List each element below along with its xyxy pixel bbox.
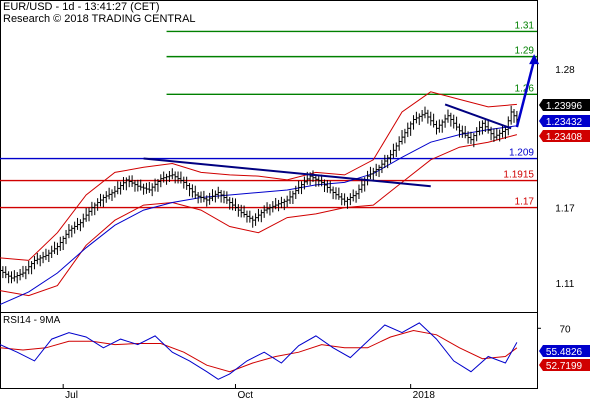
price-tick-label-2: 1.11 xyxy=(556,279,575,290)
rsi-ma-line xyxy=(0,329,518,373)
level-label-2: 1.26 xyxy=(515,83,535,94)
rsi-tag-label-0: 55.4826 xyxy=(546,347,583,358)
price-tag-label-1: 1.23432 xyxy=(546,117,583,128)
forecast-arrow-head xyxy=(529,54,540,65)
level-label-0: 1.31 xyxy=(515,20,535,31)
level-label-5: 1.17 xyxy=(515,197,535,208)
bollinger-upper-band xyxy=(0,91,517,261)
chart-title: EUR/USD - 1d - 13:41:27 (CET) xyxy=(3,1,160,13)
bollinger-lower-band xyxy=(0,134,518,297)
trendline-0 xyxy=(143,157,431,188)
price-tag-label-2: 1.23408 xyxy=(546,132,583,143)
chart-subtitle: Research © 2018 TRADING CENTRAL xyxy=(3,13,196,25)
price-tag-1 xyxy=(539,115,590,127)
rsi-tag-label-1: 52.7199 xyxy=(546,361,583,372)
price-panel-frame xyxy=(0,0,538,313)
level-label-4: 1.1915 xyxy=(503,170,534,181)
level-label-1: 1.29 xyxy=(515,46,535,57)
x-axis-label-2: 2018 xyxy=(413,390,436,400)
rsi-tick-label-0: 70 xyxy=(559,324,571,335)
forecast-arrow-shaft xyxy=(515,59,536,128)
price-tag-label-0: 1.23996 xyxy=(546,101,583,112)
rsi-title: RSI14 - 9MA xyxy=(3,315,61,326)
rsi-tag-1 xyxy=(539,359,590,371)
trendline-1 xyxy=(444,103,512,130)
price-tick-label-1: 1.17 xyxy=(555,204,575,215)
rsi-panel-frame xyxy=(0,312,538,389)
moving-average-line xyxy=(0,125,517,305)
level-label-3: 1.209 xyxy=(509,148,534,159)
x-axis-label-0: Jul xyxy=(65,390,78,400)
price-tag-2 xyxy=(539,130,590,142)
rsi-line xyxy=(0,322,518,380)
rsi-tag-0 xyxy=(539,345,590,357)
price-tag-0 xyxy=(539,99,590,111)
x-axis-label-1: Oct xyxy=(237,390,253,400)
price-tick-label-0: 1.28 xyxy=(555,65,575,76)
